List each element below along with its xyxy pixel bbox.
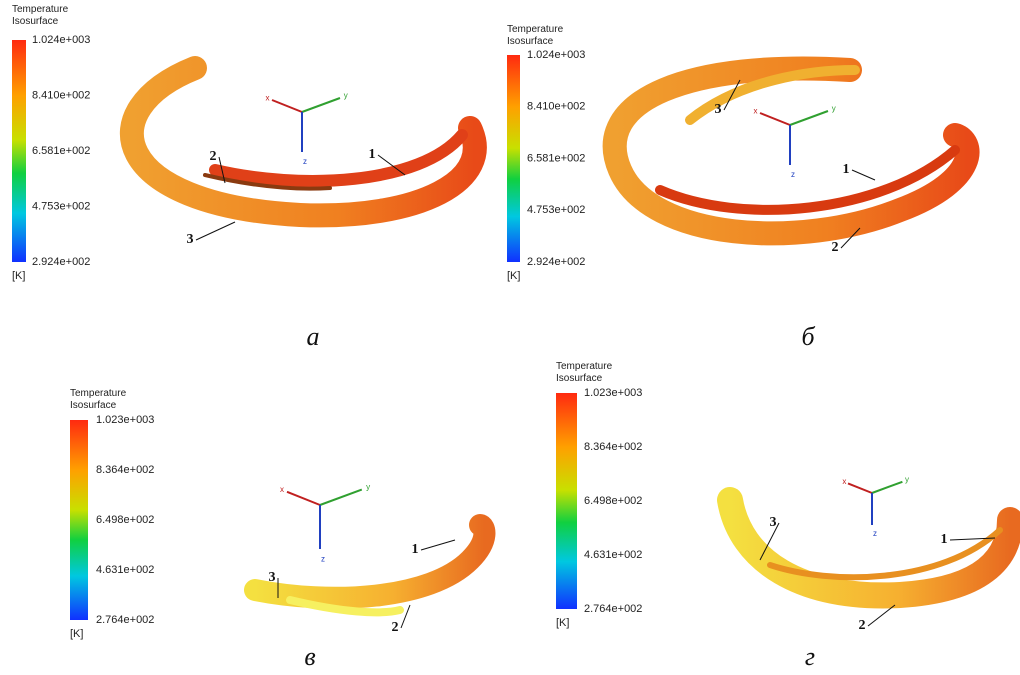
figure: TemperatureIsosurface1.024e+0038.410e+00…: [0, 0, 1020, 675]
axis-arrow: [320, 490, 362, 505]
legend-tick-label: 8.410e+002: [32, 89, 90, 101]
callout: 1: [941, 532, 948, 547]
color-bar: [70, 420, 88, 620]
callout: 3: [187, 232, 194, 247]
leader-line: [421, 540, 455, 550]
legend-tick-label: 4.753e+002: [527, 204, 585, 216]
isosurface-c: [255, 525, 484, 612]
legend-tick-label: 6.581e+002: [32, 145, 90, 157]
legend-unit: [K]: [507, 270, 520, 282]
axis-arrow: [272, 100, 302, 112]
legend-title: Temperature: [556, 361, 613, 372]
legend-tick-label: 8.410e+002: [527, 101, 585, 113]
legend-tick-label: 8.364e+002: [96, 464, 154, 476]
axis-label: z: [303, 157, 307, 166]
callout: 3: [269, 570, 276, 585]
legend-tick-label: 2.764e+002: [584, 603, 642, 615]
axis-label: z: [321, 555, 325, 564]
axis-arrow: [287, 492, 320, 505]
legend-title: Temperature: [12, 4, 69, 15]
legend-tick-label: 2.924e+002: [32, 256, 90, 268]
callout: 2: [210, 149, 217, 164]
axis-label: x: [754, 106, 758, 115]
callout: 3: [715, 102, 722, 117]
axis-arrow: [848, 483, 872, 493]
legend-tick-label: 6.581e+002: [527, 152, 585, 164]
axis-label: x: [280, 485, 284, 494]
legend-tick-label: 4.753e+002: [32, 200, 90, 212]
legend-tick-label: 2.764e+002: [96, 614, 154, 626]
legend-unit: [K]: [70, 628, 83, 640]
legend-tick-label: 6.498e+002: [96, 514, 154, 526]
legend-unit: [K]: [556, 617, 569, 629]
axis-arrow: [760, 113, 790, 125]
axis-label: x: [266, 93, 270, 102]
leader-line: [196, 222, 235, 240]
axis-arrow: [790, 111, 828, 125]
legend-unit: [K]: [12, 270, 25, 282]
legend-title: Isosurface: [12, 16, 59, 27]
panel-caption: в: [304, 642, 315, 671]
legend-tick-label: 1.024e+003: [32, 34, 90, 46]
axis-arrow: [302, 98, 340, 112]
legend-title: Isosurface: [70, 400, 117, 411]
callout: 2: [832, 240, 839, 255]
isosurface-a: [132, 68, 475, 215]
legend-tick-label: 1.024e+003: [527, 49, 585, 61]
axis-label: y: [905, 475, 909, 484]
legend-tick-label: 1.023e+003: [584, 387, 642, 399]
callout: 2: [392, 620, 399, 635]
panel-caption: г: [805, 642, 815, 671]
callout: 1: [369, 147, 376, 162]
axis-label: y: [344, 91, 348, 100]
callout: 1: [412, 542, 419, 557]
legend-tick-label: 1.023e+003: [96, 414, 154, 426]
legend-tick-label: 2.924e+002: [527, 256, 585, 268]
legend-tick-label: 6.498e+002: [584, 495, 642, 507]
axis-label: x: [842, 477, 846, 486]
axis-arrow: [872, 482, 902, 493]
callout: 2: [859, 618, 866, 633]
isosurface-b: [615, 68, 968, 233]
color-bar: [556, 393, 577, 609]
axis-label: z: [873, 529, 877, 538]
legend-tick-label: 4.631e+002: [96, 564, 154, 576]
callout: 3: [770, 515, 777, 530]
leader-line: [852, 170, 875, 180]
legend-tick-label: 8.364e+002: [584, 441, 642, 453]
legend-title: Isosurface: [507, 36, 554, 47]
panel-caption: а: [307, 322, 320, 351]
color-bar: [12, 40, 26, 262]
legend-title: Isosurface: [556, 373, 603, 384]
panel-caption: б: [801, 322, 815, 351]
axis-label: z: [791, 170, 795, 179]
color-bar: [507, 55, 520, 262]
callout: 1: [843, 162, 850, 177]
axis-label: y: [366, 482, 370, 491]
panels: TemperatureIsosurface1.024e+0038.410e+00…: [12, 4, 995, 671]
legend-title: Temperature: [70, 388, 127, 399]
legend-title: Temperature: [507, 24, 564, 35]
axis-label: y: [832, 104, 836, 113]
legend-tick-label: 4.631e+002: [584, 549, 642, 561]
